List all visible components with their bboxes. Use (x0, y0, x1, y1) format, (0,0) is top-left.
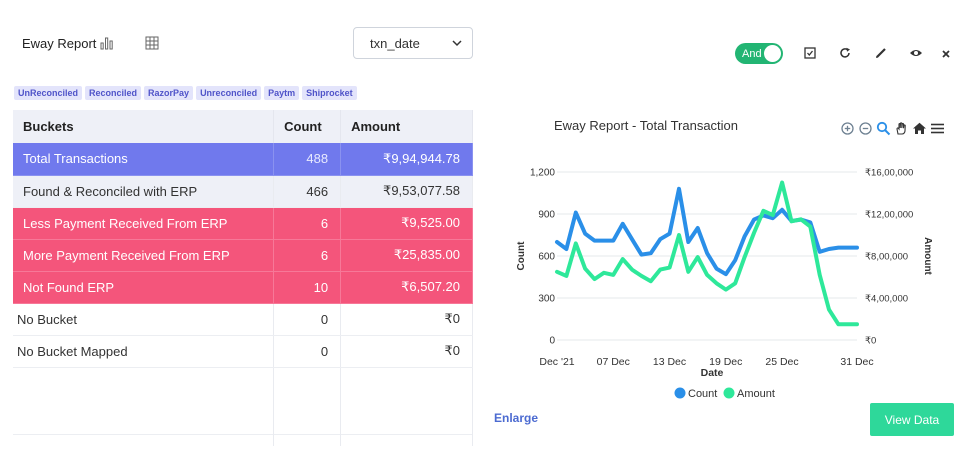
table-row[interactable]: More Payment Received From ERP 6 ₹25,835… (13, 239, 473, 272)
bucket-cell: Total Transactions (13, 143, 275, 176)
count-cell: 488 (273, 143, 342, 176)
toggle-label: And (742, 47, 762, 60)
table-row[interactable]: Not Found ERP 10 ₹6,507.20 (13, 271, 473, 304)
y-tick-label: 300 (538, 294, 555, 305)
table-row[interactable]: No Bucket Mapped 0 ₹0 (13, 335, 473, 368)
table-spacer-row (13, 367, 473, 434)
selection-zoom-icon[interactable] (876, 121, 891, 136)
y2-axis-label: Amount (922, 237, 933, 275)
series-line-amount[interactable] (555, 180, 859, 327)
toggle-knob (764, 45, 781, 62)
bucket-cell: Found & Reconciled with ERP (13, 175, 275, 208)
table-row[interactable]: Total Transactions 488 ₹9,94,944.78 (13, 143, 473, 176)
amount-cell: ₹6,507.20 (340, 271, 473, 304)
column-header-buckets: Buckets (13, 110, 275, 143)
close-icon[interactable] (940, 48, 952, 60)
x-tick-label: 13 Dec (653, 356, 686, 368)
filter-tag[interactable]: UnReconciled (14, 86, 83, 100)
series-line-count[interactable] (555, 186, 859, 277)
legend-count[interactable]: Count (688, 388, 717, 400)
date-field-select-value: txn_date (370, 35, 420, 51)
y2-tick-label: ₹16,00,000 (865, 168, 913, 179)
x-axis-label: Date (701, 367, 724, 379)
filter-tag[interactable]: Reconciled (85, 86, 142, 100)
view-data-button[interactable]: View Data (870, 403, 954, 436)
y-tick-label: 0 (549, 336, 555, 347)
y-tick-label: 600 (538, 252, 555, 263)
bar-chart-icon[interactable] (100, 36, 114, 50)
pencil-icon[interactable] (874, 46, 888, 60)
amount-cell: ₹9,525.00 (340, 207, 473, 240)
bucket-cell: More Payment Received From ERP (13, 239, 275, 272)
zoom-out-icon[interactable] (858, 121, 873, 136)
x-tick-label: 19 Dec (709, 356, 742, 368)
table-row[interactable]: Less Payment Received From ERP 6 ₹9,525.… (13, 207, 473, 240)
table-header-row: Buckets Count Amount (13, 110, 473, 143)
table-row[interactable]: Found & Reconciled with ERP 466 ₹9,53,07… (13, 175, 473, 208)
count-cell: 10 (273, 271, 342, 304)
chevron-down-icon (452, 40, 462, 47)
buckets-table: Buckets Count Amount Total Transactions … (13, 110, 473, 446)
date-field-select[interactable]: txn_date (353, 27, 473, 59)
x-tick-label: 07 Dec (597, 356, 630, 368)
legend-marker-count (674, 387, 686, 399)
legend-amount[interactable]: Amount (737, 388, 775, 400)
y-axis-label: Count (516, 241, 527, 271)
legend-marker-amount (723, 387, 735, 399)
menu-icon[interactable] (930, 121, 945, 136)
x-tick-label: 31 Dec (840, 356, 873, 368)
x-tick-label: 25 Dec (765, 356, 798, 368)
chart-toolbar (840, 121, 945, 137)
chart-title: Eway Report - Total Transaction (554, 118, 739, 133)
y-tick-label: 1,200 (530, 168, 555, 179)
filter-tag[interactable]: Paytm (264, 86, 300, 100)
y2-tick-label: ₹0 (865, 336, 876, 347)
amount-cell: ₹0 (340, 335, 473, 368)
amount-cell: ₹25,835.00 (340, 239, 473, 272)
count-cell: 0 (273, 303, 342, 336)
amount-cell: ₹9,94,944.78 (340, 143, 473, 176)
table-spacer-row (13, 433, 473, 446)
amount-cell: ₹9,53,077.58 (340, 175, 473, 208)
bucket-cell: No Bucket (13, 303, 275, 336)
filter-tags: UnReconciled Reconciled RazorPay Unrecon… (14, 86, 357, 100)
refresh-icon[interactable] (838, 46, 852, 60)
count-cell: 6 (273, 239, 342, 272)
column-header-count: Count (273, 110, 342, 143)
pan-hand-icon[interactable] (894, 121, 909, 136)
filter-tag[interactable]: Shiprocket (302, 86, 357, 100)
filter-tag[interactable]: Unreconciled (196, 86, 262, 100)
y2-tick-label: ₹4,00,000 (865, 294, 908, 305)
table-grid-icon[interactable] (145, 36, 159, 50)
count-cell: 0 (273, 335, 342, 368)
count-cell: 466 (273, 175, 342, 208)
enlarge-link[interactable]: Enlarge (494, 411, 539, 425)
y2-tick-label: ₹8,00,000 (865, 252, 908, 263)
report-title: Eway Report (22, 36, 97, 51)
y2-tick-label: ₹12,00,000 (865, 210, 913, 221)
eye-icon[interactable] (909, 46, 923, 60)
bucket-cell: Less Payment Received From ERP (13, 207, 275, 240)
table-row[interactable]: No Bucket 0 ₹0 (13, 303, 473, 336)
home-reset-icon[interactable] (912, 121, 927, 136)
column-header-amount: Amount (340, 110, 473, 143)
amount-cell: ₹0 (340, 303, 473, 336)
checkbox-icon[interactable] (803, 46, 817, 60)
transaction-line-chart: 0 300 600 900 1,200 ₹0 ₹4,00,000 ₹8,00,000 ₹12,0… (516, 168, 933, 401)
x-tick-label: Dec '21 (539, 356, 574, 368)
count-cell: 6 (273, 207, 342, 240)
zoom-in-icon[interactable] (840, 121, 855, 136)
y-tick-label: 900 (538, 210, 555, 221)
bucket-cell: Not Found ERP (13, 271, 275, 304)
and-toggle[interactable]: And (735, 43, 783, 64)
bucket-cell: No Bucket Mapped (13, 335, 275, 368)
filter-tag[interactable]: RazorPay (144, 86, 194, 100)
